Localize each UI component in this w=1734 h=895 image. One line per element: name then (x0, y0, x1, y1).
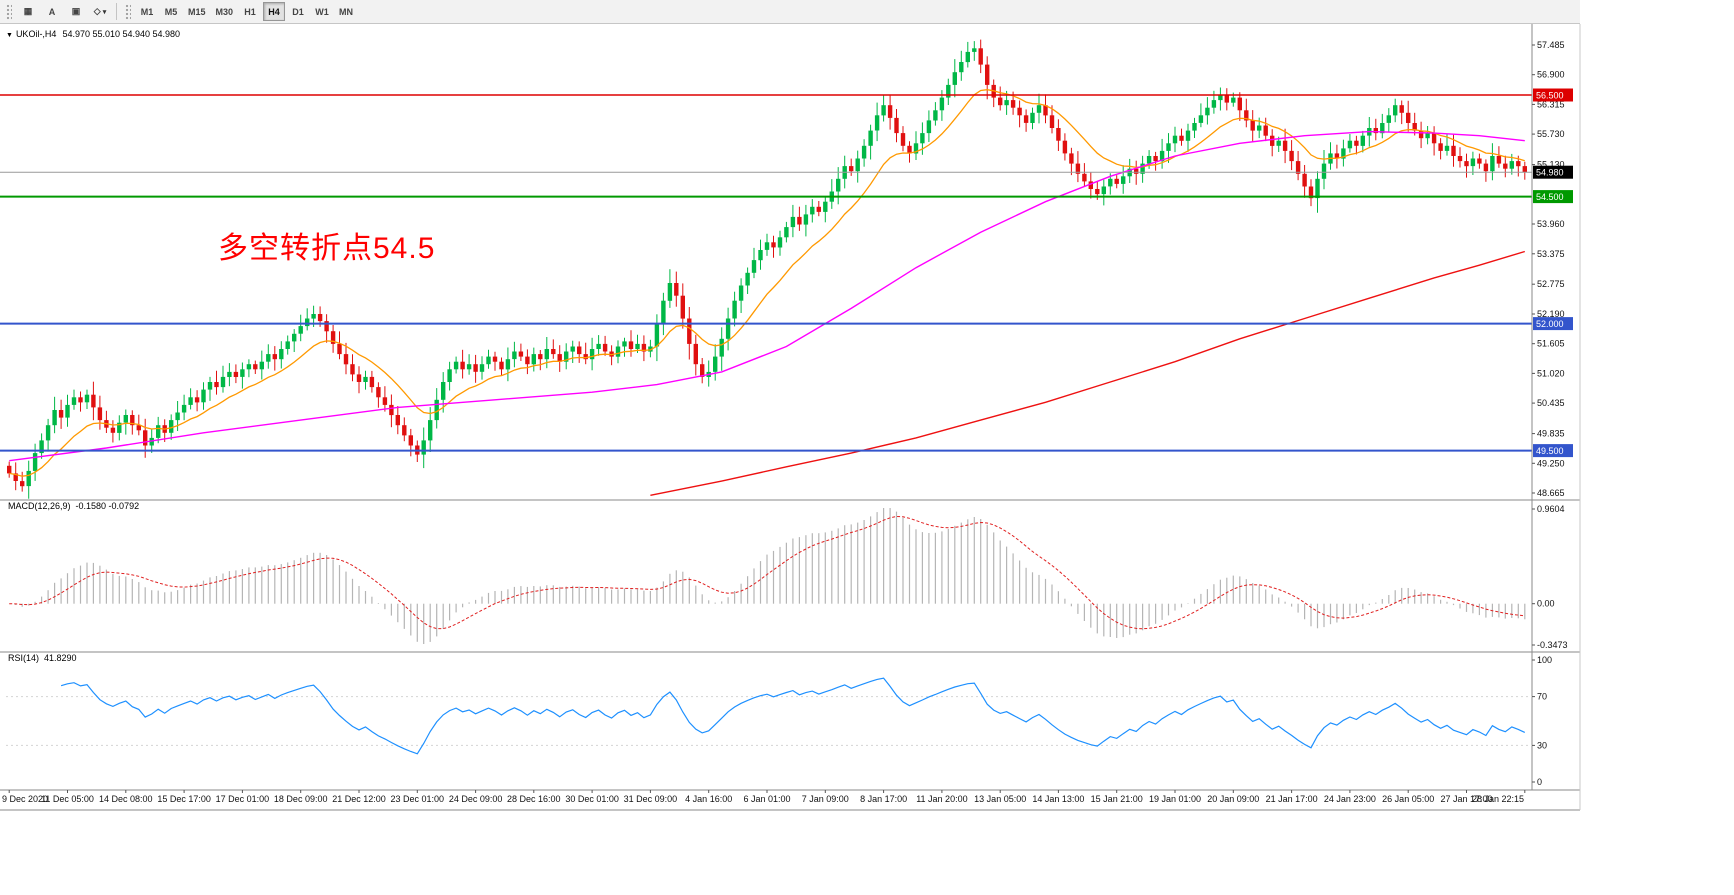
svg-text:28 Dec 16:00: 28 Dec 16:00 (507, 794, 561, 804)
svg-text:-0.3473: -0.3473 (1537, 640, 1568, 650)
svg-text:27 Jan 17:00: 27 Jan 17:00 (1440, 794, 1492, 804)
svg-text:24 Dec 09:00: 24 Dec 09:00 (449, 794, 503, 804)
svg-text:11 Jan 20:00: 11 Jan 20:00 (916, 794, 967, 804)
svg-text:30 Dec 01:00: 30 Dec 01:00 (565, 794, 619, 804)
svg-text:56.900: 56.900 (1537, 70, 1565, 80)
svg-text:6 Jan 01:00: 6 Jan 01:00 (743, 794, 790, 804)
macd-values: -0.1580 -0.0792 (75, 501, 140, 511)
svg-text:54.500: 54.500 (1536, 192, 1564, 202)
svg-text:19 Jan 01:00: 19 Jan 01:00 (1149, 794, 1201, 804)
rsi-indicator-label: RSI(14) 41.8290 (8, 653, 77, 663)
svg-text:56.500: 56.500 (1536, 91, 1564, 101)
price-axis[interactable]: 57.485 56.900 56.315 55.730 55.130 53.960 53.3… (1532, 40, 1573, 498)
svg-text:8 Jan 17:00: 8 Jan 17:00 (860, 794, 907, 804)
timeframe-button-w1[interactable]: W1 (311, 2, 333, 21)
svg-text:57.485: 57.485 (1537, 40, 1565, 50)
svg-text:100: 100 (1537, 655, 1552, 665)
timeframe-button-d1[interactable]: D1 (287, 2, 309, 21)
svg-text:7 Jan 09:00: 7 Jan 09:00 (802, 794, 849, 804)
price-chart-canvas[interactable]: 57.485 56.900 56.315 55.730 55.130 53.960 53.3… (0, 24, 1734, 895)
svg-text:55.730: 55.730 (1537, 129, 1565, 139)
timeframe-toolbar-grip[interactable] (125, 3, 131, 20)
timeframe-button-m30[interactable]: M30 (212, 2, 238, 21)
macd-indicator-label: MACD(12,26,9) -0.1580 -0.0792 (8, 501, 139, 511)
svg-text:14 Dec 08:00: 14 Dec 08:00 (99, 794, 153, 804)
svg-text:20 Jan 09:00: 20 Jan 09:00 (1207, 794, 1259, 804)
chart-symbol-header: ▼ UKOil-,H4 54.970 55.010 54.940 54.980 (6, 29, 180, 39)
svg-text:9 Dec 2020: 9 Dec 2020 (2, 794, 48, 804)
svg-text:30: 30 (1537, 740, 1547, 750)
svg-text:52.775: 52.775 (1537, 279, 1565, 289)
svg-text:52.000: 52.000 (1536, 319, 1564, 329)
horizontal-levels-layer[interactable] (0, 94, 1532, 452)
candlestick-layer (7, 39, 1527, 499)
timeframe-button-mn[interactable]: MN (335, 2, 357, 21)
svg-text:13 Jan 05:00: 13 Jan 05:00 (974, 794, 1026, 804)
timeframe-button-m5[interactable]: M5 (160, 2, 182, 21)
caret-down-icon: ▼ (6, 32, 13, 39)
svg-text:56.315: 56.315 (1537, 99, 1565, 109)
svg-text:49.500: 49.500 (1536, 446, 1564, 456)
svg-text:15 Jan 21:00: 15 Jan 21:00 (1091, 794, 1143, 804)
svg-text:28 Jan 22:15: 28 Jan 22:15 (1472, 794, 1524, 804)
macd-panel: 0.9604 0.00 -0.3473 (9, 504, 1568, 650)
timeframe-button-h1[interactable]: H1 (239, 2, 261, 21)
timeframe-button-m1[interactable]: M1 (136, 2, 158, 21)
svg-text:54.980: 54.980 (1536, 168, 1564, 178)
moving-averages-layer (9, 89, 1526, 496)
toolbar: ▦ A ▣ ◇ ▾ M1 M5 M15 M30 H1 H4 D1 W1 MN (0, 0, 1580, 24)
svg-text:17 Dec 01:00: 17 Dec 01:00 (216, 794, 270, 804)
svg-text:24 Jan 23:00: 24 Jan 23:00 (1324, 794, 1376, 804)
svg-text:0.00: 0.00 (1537, 599, 1555, 609)
toolbar-grip[interactable] (6, 3, 12, 20)
svg-text:26 Jan 05:00: 26 Jan 05:00 (1382, 794, 1434, 804)
svg-text:23 Dec 01:00: 23 Dec 01:00 (391, 794, 445, 804)
rsi-label: RSI(14) (8, 653, 40, 663)
svg-text:55.130: 55.130 (1537, 160, 1565, 170)
text-annotation-button[interactable]: A (41, 2, 63, 21)
svg-text:14 Jan 13:00: 14 Jan 13:00 (1032, 794, 1084, 804)
svg-text:21 Jan 17:00: 21 Jan 17:00 (1266, 794, 1318, 804)
svg-text:49.835: 49.835 (1537, 429, 1565, 439)
svg-text:0.9604: 0.9604 (1537, 504, 1565, 514)
macd-label: MACD(12,26,9) (8, 501, 71, 511)
svg-text:48.665: 48.665 (1537, 488, 1565, 498)
svg-text:51.020: 51.020 (1537, 368, 1565, 378)
svg-text:11 Dec 05:00: 11 Dec 05:00 (41, 794, 94, 804)
timeframe-button-m15[interactable]: M15 (184, 2, 210, 21)
panel-frame (0, 24, 1581, 811)
chevron-down-icon: ▾ (102, 8, 107, 16)
svg-text:49.250: 49.250 (1537, 458, 1565, 468)
rsi-value: 41.8290 (44, 653, 77, 663)
svg-text:50.435: 50.435 (1537, 398, 1565, 408)
chart-text-annotation[interactable]: 多空转折点54.5 (218, 232, 436, 265)
toolbar-tools: ▦ A ▣ ◇ ▾ (16, 2, 112, 21)
svg-text:52.190: 52.190 (1537, 309, 1565, 319)
charts-grid-button[interactable]: ▦ (17, 2, 39, 21)
svg-text:51.605: 51.605 (1537, 339, 1565, 349)
timeframe-button-h4[interactable]: H4 (263, 2, 286, 21)
timeframe-buttons: M1 M5 M15 M30 H1 H4 D1 W1 MN (135, 2, 358, 21)
svg-text:0: 0 (1537, 777, 1542, 787)
svg-text:53.375: 53.375 (1537, 249, 1565, 259)
svg-text:15 Dec 17:00: 15 Dec 17:00 (157, 794, 211, 804)
symbol-label: UKOil-,H4 (15, 29, 57, 39)
shapes-dropdown-button[interactable]: ◇ ▾ (89, 2, 111, 21)
ohlc-values: 54.970 55.010 54.940 54.980 (62, 29, 181, 39)
chart-window-button[interactable]: ▣ (65, 2, 87, 21)
svg-text:4 Jan 16:00: 4 Jan 16:00 (685, 794, 732, 804)
svg-text:18 Dec 09:00: 18 Dec 09:00 (274, 794, 328, 804)
svg-text:70: 70 (1537, 692, 1547, 702)
svg-text:21 Dec 12:00: 21 Dec 12:00 (332, 794, 386, 804)
svg-text:53.960: 53.960 (1537, 219, 1565, 229)
rsi-panel: 100 70 30 0 (6, 655, 1552, 787)
toolbar-separator (116, 3, 117, 20)
svg-text:31 Dec 09:00: 31 Dec 09:00 (624, 794, 678, 804)
